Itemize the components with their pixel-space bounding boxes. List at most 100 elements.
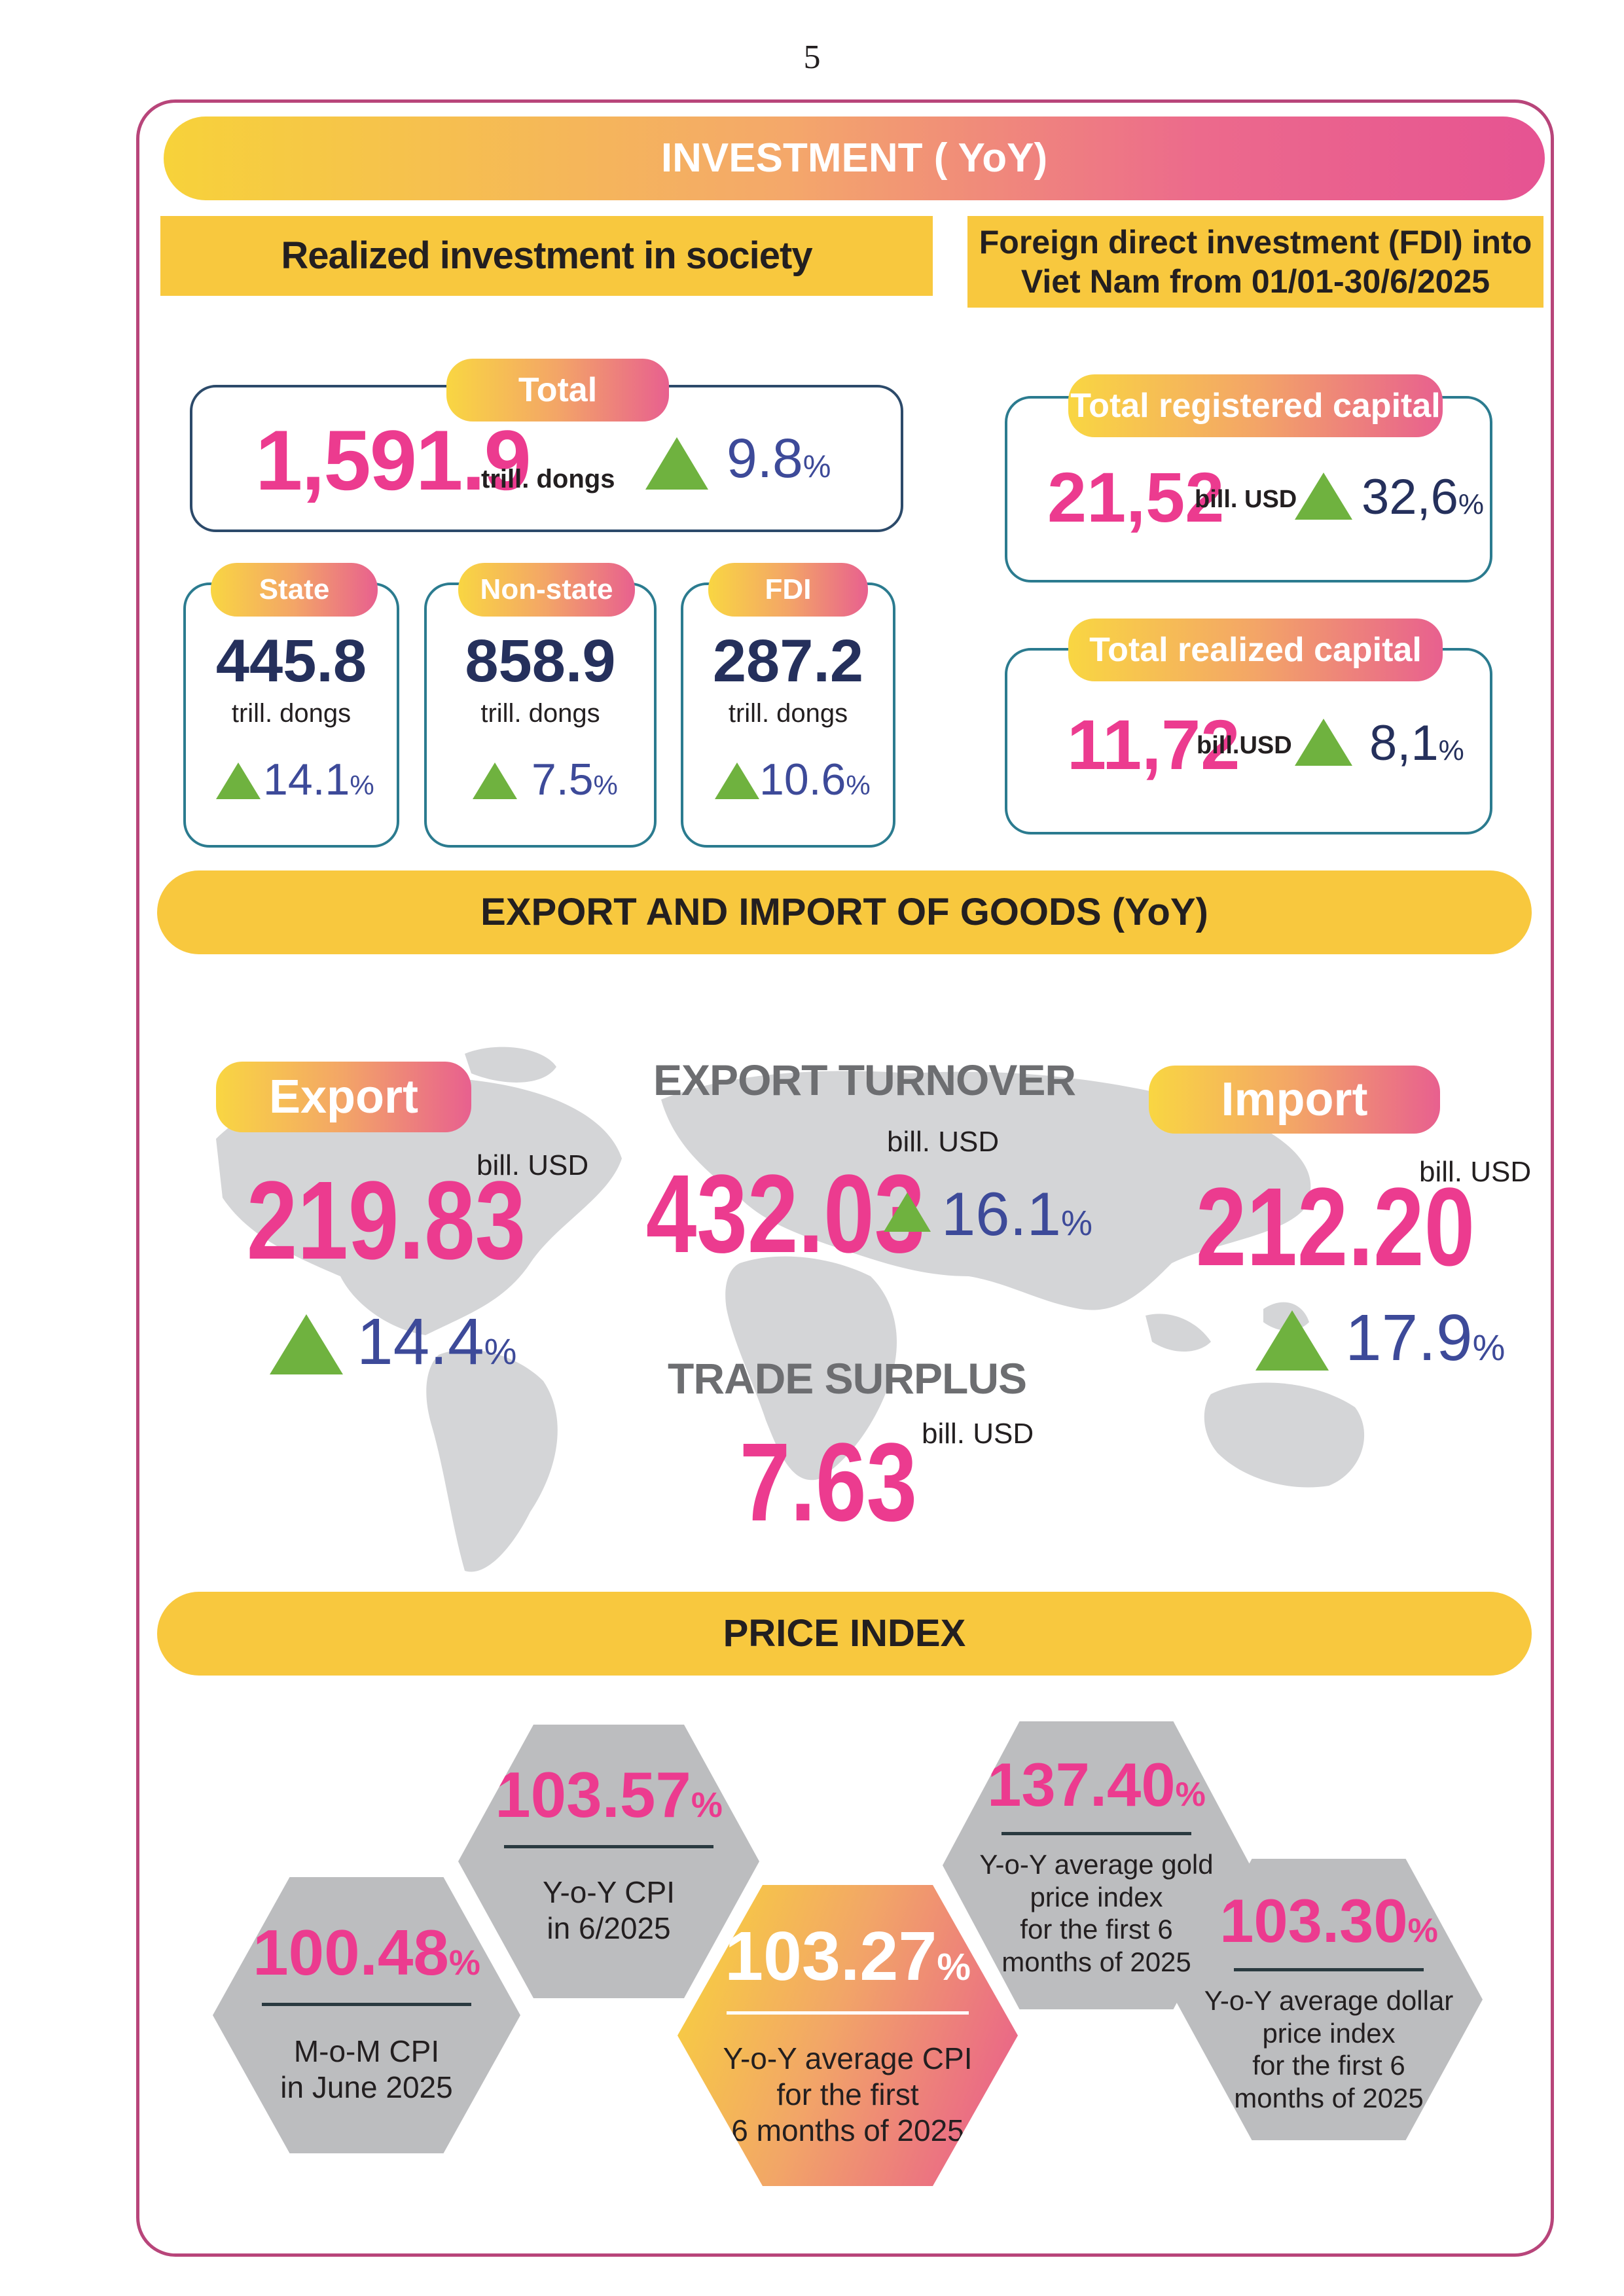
fdi-part-label: FDI — [708, 563, 868, 617]
import-label: Import — [1149, 1066, 1440, 1134]
import-value-text: 212.20 — [1195, 1165, 1475, 1289]
fdi-part-box — [681, 583, 895, 848]
divider — [262, 2003, 471, 2006]
mom-cpi-pct: % — [448, 1943, 480, 1982]
gold-desc-1: Y-o-Y average gold — [979, 1849, 1214, 1880]
non-state-label: Non-state — [458, 563, 635, 617]
realized-change-pct: % — [1438, 734, 1464, 766]
investment-title: INVESTMENT ( YoY) — [660, 135, 1048, 181]
divider — [1001, 1832, 1191, 1835]
dollar-desc-1: Y-o-Y average dollar — [1204, 1985, 1454, 2016]
up-arrow-icon — [216, 762, 261, 799]
fdi-part-change: 10.6% — [759, 751, 871, 814]
turnover-change-pct: % — [1060, 1204, 1092, 1243]
up-arrow-icon — [473, 762, 517, 799]
import-change-pct: % — [1472, 1327, 1506, 1368]
avg-cpi-desc-3: 6 months of 2025 — [731, 2113, 964, 2148]
fdi-part-value: 287.2 — [712, 628, 864, 694]
non-state-change: 7.5% — [532, 751, 618, 814]
realized-heading: Realized investment in society — [281, 234, 812, 277]
avg-cpi-pct: % — [937, 1946, 971, 1988]
infographic-frame — [136, 99, 1554, 2257]
fdi-heading-box: Foreign direct investment (FDI) into Vie… — [967, 216, 1543, 308]
fdi-part-change-pct: % — [846, 770, 871, 800]
gold-desc-4: months of 2025 — [1001, 1946, 1191, 1977]
import-unit: bill. USD — [1419, 1156, 1532, 1188]
registered-change-value: 32,6 — [1362, 469, 1458, 525]
up-arrow-icon — [1255, 1310, 1329, 1371]
mom-cpi-desc-1: M-o-M CPI — [293, 2034, 440, 2068]
import-change: 17.9% — [1345, 1299, 1505, 1387]
total-change-pct: % — [803, 450, 831, 484]
realized-capital-change: 8,1% — [1369, 712, 1464, 782]
export-label: Export — [216, 1062, 471, 1132]
price-hex-avg-cpi: 103.27% Y-o-Y average CPI for the first … — [677, 1885, 1018, 2186]
yoy-cpi-desc-1: Y-o-Y CPI — [543, 1875, 675, 1909]
up-arrow-icon — [884, 1193, 931, 1232]
up-arrow-icon — [1295, 473, 1352, 520]
yoy-cpi-number: 103.57 — [495, 1759, 691, 1831]
dollar-value: 103.30% — [1175, 1886, 1483, 1965]
up-arrow-icon — [270, 1314, 343, 1374]
import-change-value: 17.9 — [1345, 1301, 1473, 1374]
non-state-value: 858.9 — [465, 628, 616, 694]
total-change-value: 9.8 — [727, 427, 803, 489]
realized-change-value: 8,1 — [1369, 715, 1439, 771]
registered-change-pct: % — [1458, 488, 1485, 520]
gold-desc-2: price index — [1030, 1881, 1163, 1912]
avg-cpi-value: 103.27% — [677, 1918, 1018, 2006]
investment-banner: INVESTMENT ( YoY) — [164, 117, 1545, 200]
surplus-value: 7.63 — [720, 1420, 937, 1545]
export-unit: bill. USD — [477, 1149, 589, 1181]
state-value: 445.8 — [215, 628, 367, 694]
fdi-part-unit: trill. dongs — [728, 699, 848, 728]
mom-cpi-desc-2: in June 2025 — [280, 2070, 453, 2105]
non-state-box — [424, 583, 657, 848]
up-arrow-icon — [715, 762, 759, 799]
state-box — [183, 583, 399, 848]
import-value: 212.20 — [1165, 1165, 1506, 1289]
realized-capital-unit: bill.USD — [1197, 732, 1292, 759]
turnover-value-text: 432.03 — [645, 1152, 926, 1276]
price-hex-yoy-cpi: 103.57% Y-o-Y CPI in 6/2025 — [458, 1725, 759, 1998]
export-value: 219.83 — [216, 1158, 556, 1283]
non-state-unit: trill. dongs — [480, 699, 600, 728]
price-title: PRICE INDEX — [723, 1612, 966, 1655]
export-change-pct: % — [484, 1331, 517, 1372]
up-arrow-icon — [1295, 719, 1352, 766]
export-change: 14.4% — [357, 1302, 516, 1391]
state-label: State — [211, 563, 378, 617]
turnover-value: 432.03 — [615, 1152, 956, 1276]
total-label: Total — [446, 359, 669, 422]
export-value-text: 219.83 — [246, 1158, 526, 1283]
avg-cpi-desc-2: for the first — [776, 2077, 919, 2112]
yoy-cpi-value: 103.57% — [458, 1759, 759, 1841]
price-banner: PRICE INDEX — [157, 1592, 1532, 1676]
dollar-pct: % — [1407, 1912, 1438, 1950]
realized-heading-box: Realized investment in society — [160, 216, 933, 296]
mom-cpi-value: 100.48% — [213, 1916, 520, 1999]
yoy-cpi-pct: % — [691, 1785, 723, 1825]
dollar-desc-4: months of 2025 — [1234, 2082, 1424, 2113]
divider — [504, 1845, 713, 1848]
state-change-value: 14.1 — [263, 755, 350, 804]
registered-capital-unit: bill. USD — [1195, 486, 1297, 513]
divider — [1234, 1968, 1424, 1971]
gold-pct: % — [1175, 1776, 1206, 1814]
realized-capital-value: 11,72 — [1067, 705, 1240, 784]
world-map-icon — [216, 1047, 1365, 1572]
registered-capital-value: 21,52 — [1047, 457, 1225, 537]
mom-cpi-number: 100.48 — [253, 1916, 449, 1988]
turnover-unit: bill. USD — [887, 1126, 1000, 1158]
divider — [727, 2011, 969, 2015]
page-number: 5 — [803, 39, 821, 76]
up-arrow-icon — [645, 437, 708, 490]
export-change-value: 14.4 — [357, 1305, 484, 1378]
avg-cpi-number: 103.27 — [725, 1918, 937, 1995]
fdi-heading-line1: Foreign direct investment (FDI) into — [979, 224, 1532, 260]
surplus-value-text: 7.63 — [739, 1420, 918, 1545]
registered-capital-change: 32,6% — [1362, 466, 1484, 536]
gold-number: 137.40 — [987, 1750, 1176, 1819]
yoy-cpi-desc-2: in 6/2025 — [547, 1911, 671, 1946]
fdi-part-change-value: 10.6 — [759, 755, 846, 804]
